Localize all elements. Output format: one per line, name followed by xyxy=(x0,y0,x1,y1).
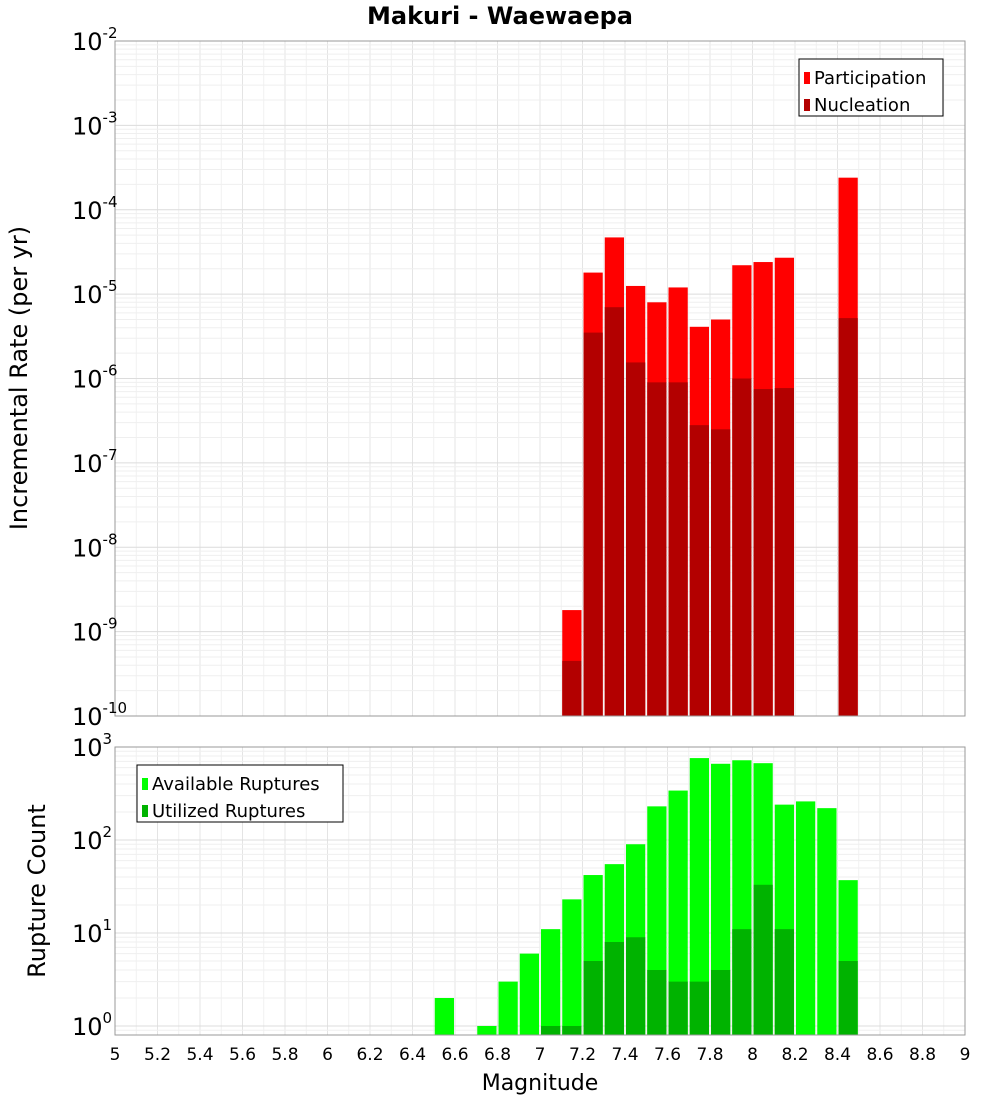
rate-bar xyxy=(732,378,752,716)
count-y-axis-label: Rupture Count xyxy=(23,804,51,978)
x-tick-label: 6.6 xyxy=(441,1045,468,1065)
count-bar xyxy=(668,790,688,1035)
count-bars xyxy=(434,758,858,1035)
count-y-tick-label: 100 xyxy=(72,1009,112,1041)
rate-bar xyxy=(604,307,624,716)
rate-bar xyxy=(753,389,773,716)
count-bar xyxy=(753,884,773,1035)
x-tick-label: 5.4 xyxy=(186,1045,213,1065)
x-tick-label: 7 xyxy=(535,1045,546,1065)
count-bar xyxy=(796,801,816,1035)
rate-y-tick-label: 10-7 xyxy=(72,446,118,478)
x-tick-label: 7.6 xyxy=(654,1045,681,1065)
rate-legend-swatch xyxy=(804,99,810,111)
rate-bar xyxy=(689,425,709,716)
count-legend: Available Ruptures Utilized Ruptures xyxy=(136,764,344,823)
rate-legend: Participation Nucleation xyxy=(798,58,944,117)
rate-y-tick-label: 10-2 xyxy=(72,24,118,56)
count-legend-swatch xyxy=(142,778,148,790)
count-bar xyxy=(583,960,603,1035)
rate-bar xyxy=(647,382,667,716)
x-tick-label: 6 xyxy=(322,1045,333,1065)
count-bar xyxy=(689,981,709,1035)
count-y-tick-label: 102 xyxy=(72,823,112,855)
rate-bar xyxy=(668,382,688,716)
x-tick-label: 8.4 xyxy=(824,1045,851,1065)
count-bar xyxy=(711,763,731,1035)
rate-y-tick-label: 10-6 xyxy=(72,362,118,394)
rate-y-tick-label: 10-8 xyxy=(72,530,118,562)
x-tick-label: 7.4 xyxy=(611,1045,638,1065)
x-tick-label: 8.6 xyxy=(866,1045,893,1065)
count-y-ticks: 100 101 102 103 xyxy=(72,730,112,1041)
x-tick-label: 8.2 xyxy=(781,1045,808,1065)
count-bar xyxy=(774,929,794,1035)
count-legend-label: Utilized Ruptures xyxy=(152,801,305,822)
x-tick-label: 8.8 xyxy=(909,1045,936,1065)
rate-legend-box xyxy=(798,58,944,117)
x-tick-label: 5.8 xyxy=(271,1045,298,1065)
rate-panel: 10-10 10-9 10-8 10-7 10-6 10-5 10-4 10-3 10-2 In… xyxy=(5,24,966,731)
rate-y-tick-label: 10-3 xyxy=(72,108,118,140)
x-tick-label: 7.8 xyxy=(696,1045,723,1065)
count-legend-label: Available Ruptures xyxy=(152,774,320,795)
rate-y-tick-label: 10-9 xyxy=(72,615,118,647)
count-bar xyxy=(626,937,646,1035)
count-plot-frame xyxy=(114,746,966,1036)
count-legend-swatch xyxy=(142,805,148,817)
rate-y-axis-label: Incremental Rate (per yr) xyxy=(5,226,33,530)
count-bar xyxy=(562,1025,582,1035)
count-bar xyxy=(541,929,561,1035)
rate-bar xyxy=(583,332,603,716)
rate-plot-frame xyxy=(114,40,966,717)
rate-bars xyxy=(562,177,858,716)
rate-bar xyxy=(562,660,582,716)
rate-legend-label: Participation xyxy=(814,68,926,89)
x-tick-label: 5.2 xyxy=(144,1045,171,1065)
x-tick-label: 5.6 xyxy=(229,1045,256,1065)
count-bar xyxy=(838,960,858,1035)
count-bar xyxy=(711,969,731,1035)
rate-bar xyxy=(774,388,794,716)
x-tick-label: 8 xyxy=(747,1045,758,1065)
count-panel: 100 101 102 103 5 5.2 5.4 5.6 5.8 6 6.2 6.4 6.6 6.8 7… xyxy=(23,730,970,1096)
count-bar xyxy=(562,899,582,1035)
count-bar xyxy=(817,808,837,1035)
x-tick-label: 5 xyxy=(110,1045,121,1065)
x-ticks: 5 5.2 5.4 5.6 5.8 6 6.2 6.4 6.6 6.8 7 7.2 7.4 7.6 7.8 8… xyxy=(110,1045,971,1065)
count-bar xyxy=(604,942,624,1035)
x-tick-label: 6.8 xyxy=(484,1045,511,1065)
count-bar xyxy=(541,1025,561,1035)
x-tick-label: 6.2 xyxy=(356,1045,383,1065)
rate-bar xyxy=(711,429,731,716)
rate-bar xyxy=(626,362,646,716)
count-y-tick-label: 103 xyxy=(72,730,112,762)
x-axis-label: Magnitude xyxy=(482,1071,599,1096)
count-legend-box xyxy=(136,764,344,823)
count-bar xyxy=(689,758,709,1035)
rate-y-tick-label: 10-10 xyxy=(72,699,127,731)
count-bar xyxy=(732,929,752,1035)
rate-y-tick-label: 10-4 xyxy=(72,193,118,225)
rate-y-tick-label: 10-5 xyxy=(72,277,118,309)
rate-bar xyxy=(838,318,858,716)
count-bar xyxy=(668,981,688,1035)
count-bar xyxy=(498,981,518,1035)
x-tick-label: 9 xyxy=(960,1045,971,1065)
chart-title: Makuri - Waewaepa xyxy=(367,2,633,30)
rate-legend-swatch xyxy=(804,72,810,84)
count-y-tick-label: 101 xyxy=(72,916,112,948)
rate-grid xyxy=(114,40,966,717)
x-tick-label: 6.4 xyxy=(399,1045,426,1065)
rate-legend-label: Nucleation xyxy=(814,95,910,116)
rate-y-ticks: 10-10 10-9 10-8 10-7 10-6 10-5 10-4 10-3 10-2 xyxy=(72,24,127,731)
x-tick-label: 7.2 xyxy=(569,1045,596,1065)
count-bar xyxy=(434,997,454,1035)
count-bar xyxy=(647,969,667,1035)
count-bar xyxy=(519,953,539,1035)
count-bar xyxy=(477,1025,497,1035)
